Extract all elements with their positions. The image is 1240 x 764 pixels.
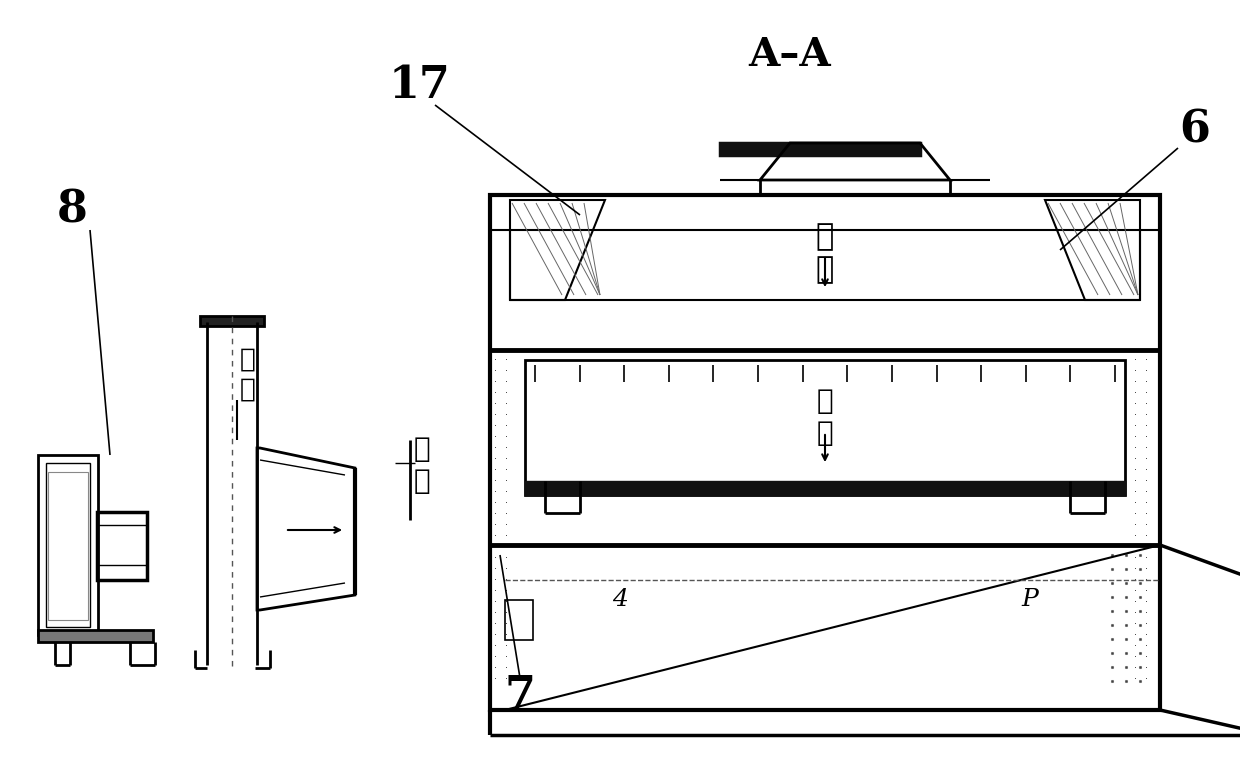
Text: 风
向: 风 向 — [414, 435, 430, 495]
Bar — [48, 472, 88, 620]
Bar — [46, 463, 91, 627]
Text: 17: 17 — [389, 63, 451, 106]
Bar — [490, 195, 1159, 710]
Text: P: P — [1022, 588, 1038, 611]
Text: 风
向: 风 向 — [817, 387, 833, 447]
Bar — [525, 360, 1125, 495]
Text: 8: 8 — [57, 189, 88, 231]
Bar — [38, 630, 153, 642]
Text: 风
向: 风 向 — [816, 222, 835, 284]
Text: 7: 7 — [505, 674, 536, 717]
Bar — [200, 316, 264, 326]
Text: A–A: A–A — [749, 36, 831, 74]
Text: 6: 6 — [1179, 108, 1210, 151]
Bar — [720, 143, 920, 155]
Bar — [38, 455, 98, 635]
Text: 风
向: 风 向 — [241, 347, 255, 403]
Bar — [525, 481, 1125, 495]
Bar — [505, 600, 533, 640]
Bar — [97, 512, 148, 580]
Text: 4: 4 — [613, 588, 627, 611]
